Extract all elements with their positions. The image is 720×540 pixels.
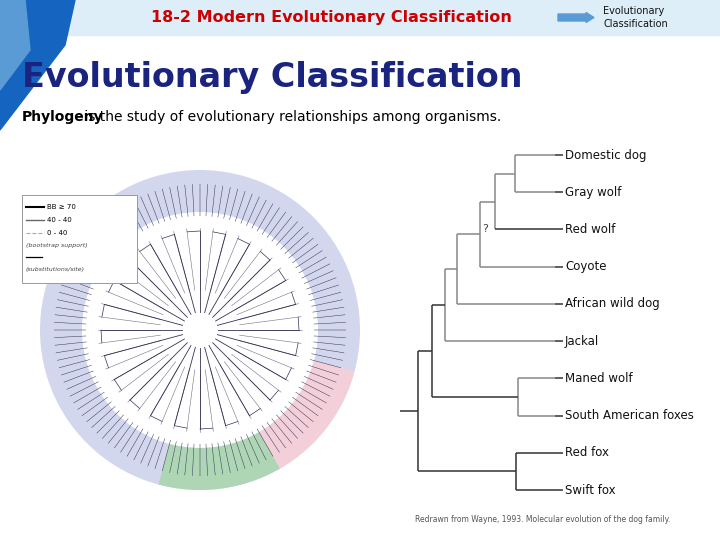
Text: 18-2 Modern Evolutionary Classification: 18-2 Modern Evolutionary Classification [150,10,512,25]
Text: (substitutions/site): (substitutions/site) [26,267,85,273]
Text: 40 - 40: 40 - 40 [47,217,72,223]
Text: Red fox: Red fox [565,446,609,460]
Text: (bootstrap support): (bootstrap support) [26,242,88,247]
Text: Red wolf: Red wolf [565,223,616,236]
Text: Domestic dog: Domestic dog [565,148,647,161]
Polygon shape [0,0,30,90]
FancyArrow shape [558,12,594,23]
Text: Evolutionary
Classification: Evolutionary Classification [603,6,668,29]
Text: BB ≥ 70: BB ≥ 70 [47,204,76,210]
Circle shape [84,214,316,446]
Text: South American foxes: South American foxes [565,409,694,422]
Text: Coyote: Coyote [565,260,606,273]
Bar [22,195,137,283]
Text: 0 - 40: 0 - 40 [47,230,68,236]
Text: ?: ? [482,225,488,234]
Text: Swift fox: Swift fox [565,483,616,496]
Wedge shape [158,432,280,490]
Text: Redrawn from Wayne, 1993. Molecular evolution of the dog family.: Redrawn from Wayne, 1993. Molecular evol… [415,516,670,524]
Bar [0,0,720,35]
Text: Evolutionary Classification: Evolutionary Classification [22,60,523,93]
Text: African wild dog: African wild dog [565,298,660,310]
Text: Phylogeny: Phylogeny [22,110,104,124]
Text: Maned wolf: Maned wolf [565,372,633,385]
Text: Gray wolf: Gray wolf [565,186,621,199]
Text: is the study of evolutionary relationships among organisms.: is the study of evolutionary relationshi… [80,110,501,124]
Wedge shape [40,170,360,490]
Polygon shape [0,0,75,130]
Text: Jackal: Jackal [565,335,599,348]
Wedge shape [259,361,354,469]
